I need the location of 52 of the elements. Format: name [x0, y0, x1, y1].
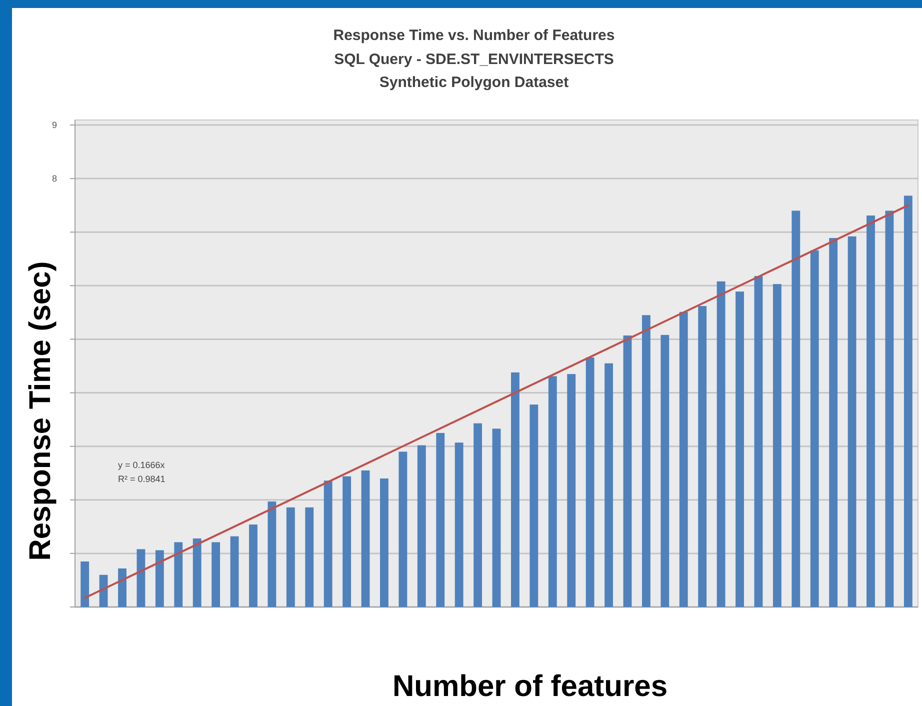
bar [567, 374, 576, 607]
bar [436, 432, 445, 607]
bar [660, 334, 670, 607]
bar [792, 210, 800, 607]
bar [212, 542, 220, 607]
bar [361, 470, 370, 607]
bar [604, 363, 613, 607]
bar [511, 372, 520, 607]
bar [754, 276, 763, 607]
bar [642, 315, 650, 607]
annotation: R² = 0.9841 [118, 474, 166, 484]
bar [530, 404, 538, 607]
bar [380, 478, 388, 607]
annotation: y = 0.1666x [118, 460, 166, 470]
bar [305, 507, 314, 607]
bar [810, 250, 819, 607]
bar [492, 428, 501, 607]
bar [454, 442, 464, 607]
bar [586, 357, 594, 607]
bar [268, 501, 276, 607]
bar [623, 335, 632, 607]
x-axis-title: Number of features [392, 670, 668, 703]
bar [866, 216, 875, 607]
bar [155, 550, 164, 607]
bar [417, 445, 426, 607]
bar [249, 524, 258, 607]
bar [192, 538, 202, 607]
chart-title: Response Time vs. Number of Features [333, 27, 615, 44]
bar [230, 536, 239, 607]
bar [80, 561, 90, 607]
bar [342, 476, 352, 607]
bar [885, 210, 894, 607]
chart-subtitle: SQL Query - SDE.ST_ENVINTERSECTS Synthetic Polygon Dataset [334, 51, 614, 91]
bar [904, 196, 912, 607]
bar [174, 542, 183, 607]
y-tick-label: 9 [52, 120, 57, 130]
bar [474, 423, 482, 607]
y-tick-label: 8 [52, 174, 57, 184]
bar [716, 281, 726, 607]
bar [118, 568, 126, 607]
bar [848, 236, 856, 607]
bar [679, 312, 688, 607]
bar [398, 452, 408, 607]
bar [829, 238, 838, 607]
bar [136, 549, 146, 607]
bar [324, 480, 332, 607]
bar [698, 306, 707, 607]
bar [548, 376, 557, 607]
y-axis-title: Response Time (sec) [24, 261, 57, 561]
bar [772, 284, 782, 607]
bar [736, 292, 744, 607]
bar [286, 507, 295, 607]
